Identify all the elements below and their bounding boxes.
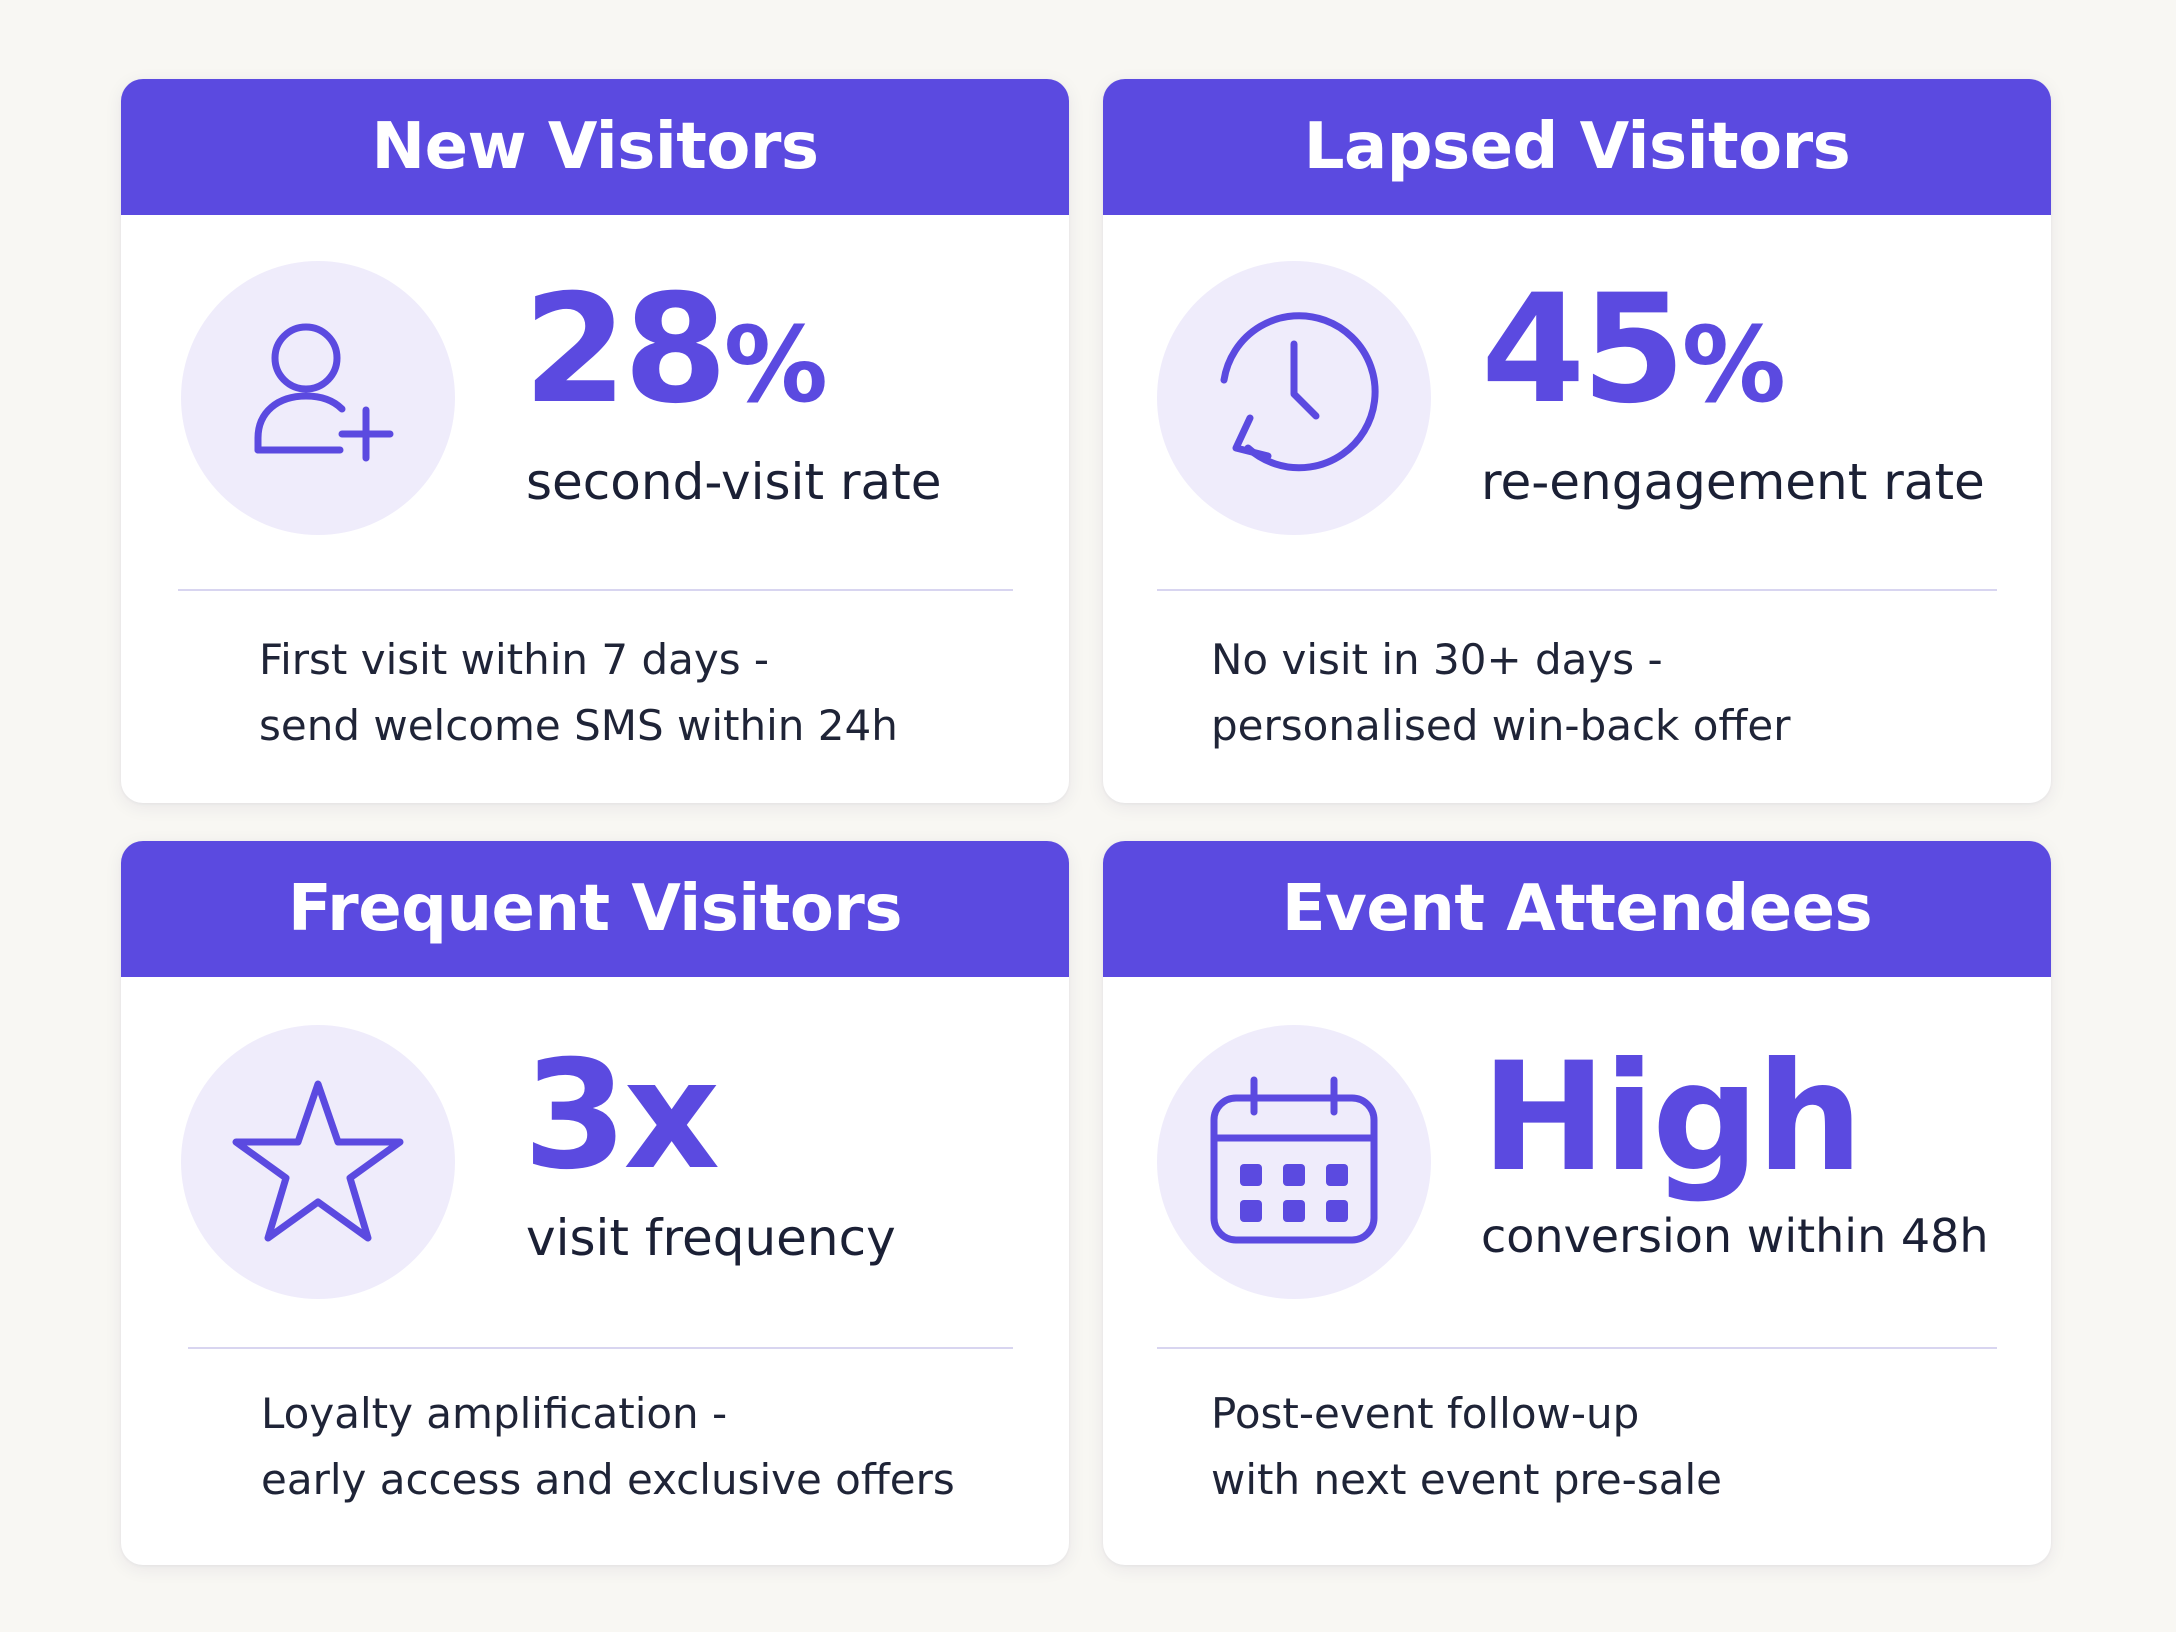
calendar-icon: [1210, 1076, 1378, 1244]
divider: [1157, 589, 1997, 591]
description-line: Loyalty amplification -: [261, 1389, 728, 1438]
metric-value: 3x: [523, 1041, 720, 1191]
card-description: Loyalty amplification - early access and…: [261, 1381, 955, 1513]
card-description: First visit within 7 days - send welcome…: [259, 627, 898, 759]
card-description: No visit in 30+ days - personalised win-…: [1211, 627, 1790, 759]
star-icon: [232, 1080, 404, 1242]
description-line: early access and exclusive offers: [261, 1455, 955, 1504]
description-line: send welcome SMS within 24h: [259, 701, 898, 750]
metric-suffix: %: [1681, 304, 1786, 426]
card-header: New Visitors: [121, 79, 1069, 215]
metric-value: 28%: [523, 275, 828, 425]
metric-value: 45%: [1481, 275, 1786, 425]
metric-label: re-engagement rate: [1481, 453, 1985, 511]
segment-card-new-visitors: New Visitors 28% second-visit rate First…: [121, 79, 1069, 803]
card-title: Lapsed Visitors: [1303, 110, 1851, 184]
icon-badge: [181, 1025, 455, 1299]
card-description: Post-event follow-up with next event pre…: [1211, 1381, 1722, 1513]
metric-suffix: %: [723, 304, 828, 426]
description-line: First visit within 7 days -: [259, 635, 770, 684]
card-title: New Visitors: [371, 110, 819, 184]
segment-card-frequent-visitors: Frequent Visitors 3x visit frequency Loy…: [121, 841, 1069, 1565]
description-line: Post-event follow-up: [1211, 1389, 1640, 1438]
description-line: personalised win-back offer: [1211, 701, 1791, 750]
description-line: with next event pre-sale: [1211, 1455, 1722, 1504]
metric-label: visit frequency: [526, 1209, 896, 1267]
metric-number: High: [1481, 1031, 1863, 1205]
metric-number: 28: [523, 263, 728, 437]
divider: [1157, 1347, 1997, 1349]
icon-badge: [1157, 261, 1431, 535]
description-line: No visit in 30+ days -: [1211, 635, 1663, 684]
card-title: Event Attendees: [1281, 872, 1873, 946]
card-header: Frequent Visitors: [121, 841, 1069, 977]
metric-value: High: [1481, 1043, 1863, 1193]
divider: [188, 1347, 1013, 1349]
metric-number: 45: [1481, 263, 1686, 437]
user-plus-icon: [254, 323, 394, 462]
metric-number: 3x: [523, 1029, 720, 1203]
icon-badge: [1157, 1025, 1431, 1299]
icon-badge: [181, 261, 455, 535]
card-header: Lapsed Visitors: [1103, 79, 2051, 215]
metric-label: conversion within 48h: [1481, 1209, 1989, 1263]
metric-label: second-visit rate: [526, 453, 942, 511]
divider: [178, 589, 1013, 591]
clock-return-icon: [1220, 312, 1379, 472]
segment-card-lapsed-visitors: Lapsed Visitors 45% re-engagement rate N…: [1103, 79, 2051, 803]
card-title: Frequent Visitors: [288, 872, 902, 946]
segment-card-event-attendees: Event Attendees High conversion within 4…: [1103, 841, 2051, 1565]
card-header: Event Attendees: [1103, 841, 2051, 977]
